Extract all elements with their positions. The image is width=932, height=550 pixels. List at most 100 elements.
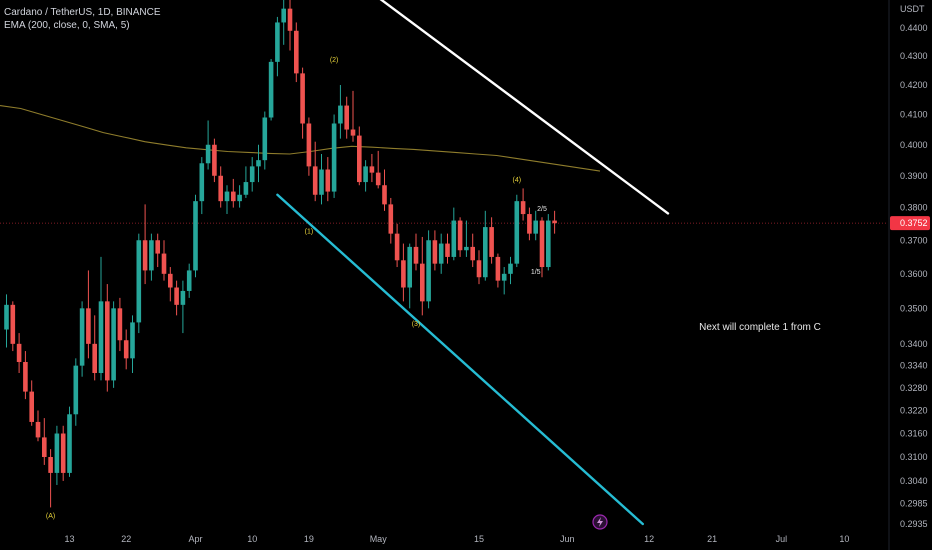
wave-label-wave-2: (2) xyxy=(330,57,339,64)
y-tick-label: 0.3700 xyxy=(900,235,928,245)
candle-body xyxy=(464,246,469,251)
candle-body xyxy=(306,123,312,167)
candle-body xyxy=(501,273,507,281)
candle-body xyxy=(79,308,85,366)
candle-body xyxy=(508,263,513,274)
candle-body xyxy=(369,166,375,173)
candle-body xyxy=(375,172,381,186)
candle-body xyxy=(262,117,268,161)
y-tick-label: 0.3900 xyxy=(900,171,928,181)
candle-body xyxy=(483,227,488,278)
y-tick-label: 0.3600 xyxy=(900,269,928,279)
candle-body xyxy=(312,166,318,195)
wave-label-wave-A: (A) xyxy=(46,513,55,520)
candle-body xyxy=(520,201,526,215)
candle-body xyxy=(420,263,425,302)
y-tick-label: 0.3400 xyxy=(900,339,928,349)
x-tick-label: May xyxy=(370,534,388,544)
candle-body xyxy=(413,246,419,264)
wave-label-wave-4: (4) xyxy=(513,177,522,184)
candle-body xyxy=(325,169,331,192)
y-tick-label: 0.3500 xyxy=(900,303,928,313)
candle-body xyxy=(338,105,343,124)
candle-body xyxy=(218,175,223,202)
y-tick-label: 0.3100 xyxy=(900,452,928,462)
x-tick-label: 21 xyxy=(707,534,717,544)
candle-body xyxy=(10,304,16,344)
candle-body xyxy=(237,194,242,202)
candle-body xyxy=(552,220,557,224)
candle-body xyxy=(73,365,79,415)
trend-line-upper-resistance[interactable] xyxy=(340,0,670,215)
x-tick-label: Jul xyxy=(776,534,788,544)
candle-body xyxy=(331,123,337,192)
candle-body xyxy=(357,135,362,183)
candle-body xyxy=(136,240,142,323)
candle-body xyxy=(142,240,148,271)
x-tick-label: Apr xyxy=(188,534,202,544)
candle-body xyxy=(98,301,104,374)
y-tick-label: 0.2985 xyxy=(900,498,928,508)
candle-body xyxy=(205,144,211,164)
y-tick-label: 0.3280 xyxy=(900,383,928,393)
candle-body xyxy=(111,308,116,381)
candle-body xyxy=(155,240,160,254)
candle-body xyxy=(180,290,186,305)
candle-body xyxy=(533,220,538,234)
candle-body xyxy=(287,8,293,31)
candle-body xyxy=(161,253,167,274)
price-unit-label: USDT xyxy=(900,4,925,14)
y-tick-label: 0.4400 xyxy=(900,23,928,33)
candle-body xyxy=(231,191,236,202)
candle-body xyxy=(16,343,22,362)
candle-body xyxy=(281,8,286,23)
ema-indicator-label[interactable]: EMA (200, close, 0, SMA, 5) xyxy=(4,20,130,31)
candle-body xyxy=(394,233,400,261)
candle-body xyxy=(527,214,532,234)
candle-body xyxy=(60,433,66,473)
candle-body xyxy=(67,414,72,473)
candle-body xyxy=(224,191,230,202)
x-tick-label: 22 xyxy=(121,534,131,544)
candle-body xyxy=(382,185,387,205)
symbol-title: Cardano / TetherUS, 1D, BINANCE xyxy=(4,7,161,18)
candle-body xyxy=(401,260,406,288)
candle-body xyxy=(438,243,444,264)
candle-body xyxy=(199,163,205,202)
candle-body xyxy=(4,304,9,330)
y-tick-label: 0.3040 xyxy=(900,476,928,486)
candle-body xyxy=(514,201,520,264)
lightning-icon[interactable] xyxy=(592,514,608,530)
candle-body xyxy=(117,308,123,341)
annotation-note: Next will complete 1 from C xyxy=(699,322,821,333)
candle-body xyxy=(388,204,394,234)
candle-body xyxy=(243,182,249,195)
candle-body xyxy=(363,166,368,183)
candle-body xyxy=(86,308,91,344)
candle-body xyxy=(54,433,60,473)
chart-legend: Cardano / TetherUS, 1D, BINANCE EMA (200… xyxy=(4,6,161,32)
last-price-value: 0.3752 xyxy=(900,218,928,228)
candle-body xyxy=(489,227,494,257)
candle-body xyxy=(186,270,192,291)
candle-body xyxy=(168,273,173,288)
y-tick-label: 0.3340 xyxy=(900,361,928,371)
wave-label-wave-1: (1) xyxy=(305,229,314,236)
candle-body xyxy=(476,260,482,278)
y-tick-label: 0.4300 xyxy=(900,51,928,61)
trend-line-lower-support[interactable] xyxy=(276,193,644,526)
candle-body xyxy=(275,22,280,62)
y-tick-label: 0.2935 xyxy=(900,519,928,529)
x-tick-label: 10 xyxy=(247,534,257,544)
wave-label-sub-2_5: 2/5 xyxy=(537,206,547,213)
candle-body xyxy=(174,287,179,305)
candle-body xyxy=(268,61,274,118)
ema-200-line xyxy=(0,105,601,172)
x-tick-label: 13 xyxy=(64,534,74,544)
x-tick-label: 10 xyxy=(839,534,849,544)
candle-body xyxy=(319,169,324,195)
candle-body xyxy=(249,166,255,183)
candle-body xyxy=(407,246,412,288)
y-tick-label: 0.4100 xyxy=(900,110,928,120)
